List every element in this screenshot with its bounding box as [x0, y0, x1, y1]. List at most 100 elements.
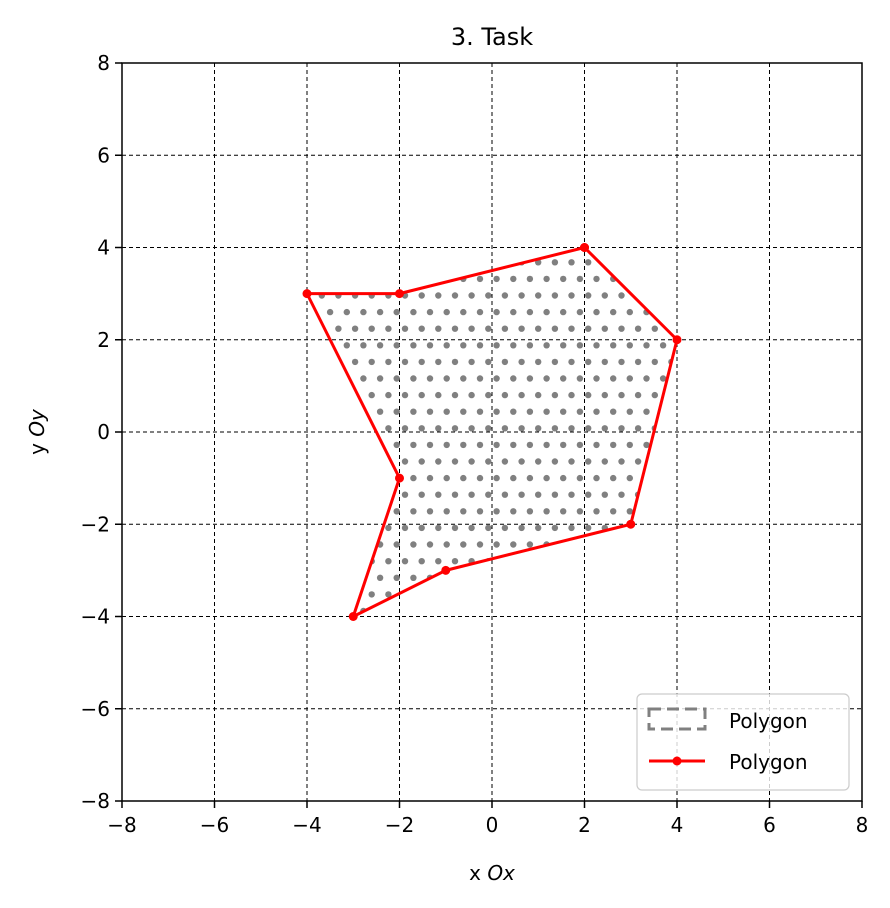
- hatch-dot: [593, 342, 600, 349]
- x-tick-label: 6: [763, 813, 776, 837]
- hatch-dot: [460, 541, 467, 548]
- hatch-dot: [568, 458, 575, 465]
- hatch-dot: [535, 524, 542, 532]
- hatch-dot: [535, 325, 542, 332]
- hatch-dot: [485, 358, 492, 366]
- hatch-dot: [418, 358, 425, 366]
- hatch-dot: [443, 375, 450, 382]
- hatch-dot: [443, 308, 450, 316]
- hatch-dot: [385, 591, 392, 598]
- hatch-dot: [610, 508, 617, 515]
- hatch-dot: [643, 408, 650, 415]
- hatch-dot: [460, 342, 467, 349]
- hatch-dot: [468, 292, 475, 299]
- hatch-dot: [510, 441, 517, 449]
- hatch-dot: [401, 425, 409, 432]
- hatch-dot: [510, 342, 517, 349]
- hatch-dot: [576, 308, 584, 316]
- hatch-dot: [551, 524, 559, 532]
- hatch-dot: [568, 259, 575, 266]
- hatch-dot: [543, 508, 550, 515]
- hatch-dot: [626, 474, 633, 482]
- polygon-vertex-marker: [441, 565, 451, 575]
- hatch-dot: [493, 375, 500, 382]
- hatch-dot: [451, 292, 459, 299]
- hatch-dot: [634, 458, 642, 465]
- hatch-dot: [401, 491, 409, 498]
- hatch-dot: [543, 441, 550, 449]
- x-tick-label: −2: [385, 813, 414, 837]
- hatch-dot: [568, 391, 575, 399]
- hatch-dot: [376, 408, 384, 415]
- hatch-dot: [568, 425, 575, 432]
- y-tick-label: 2: [97, 328, 110, 352]
- hatch-dot: [335, 325, 342, 332]
- hatch-dot: [410, 574, 417, 581]
- hatch-dot: [435, 524, 442, 532]
- hatch-dot: [535, 458, 542, 465]
- hatch-dot: [385, 425, 392, 432]
- hatch-dot: [468, 491, 475, 498]
- hatch-dot: [510, 508, 517, 515]
- hatch-dot: [510, 408, 517, 415]
- polygon-line: [302, 243, 682, 621]
- hatch-dot: [368, 591, 375, 598]
- hatch-dot: [451, 458, 459, 465]
- legend-frame: [636, 693, 850, 791]
- hatch-dot: [518, 524, 525, 532]
- hatch-dot: [610, 308, 617, 316]
- hatch-dot: [485, 391, 492, 399]
- hatch-dot: [526, 375, 534, 382]
- hatch-dot: [401, 325, 409, 332]
- hatch-dot: [443, 408, 450, 415]
- hatch-dot: [560, 474, 567, 482]
- hatch-dot: [551, 259, 559, 266]
- hatch-dot: [443, 441, 450, 449]
- hatch-dot: [385, 358, 392, 366]
- hatch-dot: [618, 458, 625, 465]
- hatch-dot: [510, 308, 517, 316]
- hatch-dot: [634, 391, 642, 399]
- hatch-dot: [651, 358, 658, 366]
- hatch-dot: [618, 425, 625, 432]
- hatch-dot: [376, 342, 384, 349]
- legend-swatch-marker: [672, 756, 682, 766]
- hatch-dot: [601, 292, 608, 299]
- hatch-dot: [410, 408, 417, 415]
- hatch-dot: [376, 574, 384, 581]
- y-tick-label: −8: [81, 789, 110, 813]
- hatch-dot: [460, 508, 467, 515]
- hatch-dot: [451, 325, 459, 332]
- hatch-dot: [510, 541, 517, 548]
- hatch-dot: [535, 425, 542, 432]
- hatch-dot: [576, 408, 584, 415]
- hatch-dot: [610, 474, 617, 482]
- hatch-dot: [360, 342, 367, 349]
- hatch-dot: [526, 441, 534, 449]
- hatch-dot: [418, 458, 425, 465]
- hatch-dot: [476, 342, 484, 349]
- hatch-dot: [468, 358, 475, 366]
- polygon-vertex-marker: [626, 519, 636, 529]
- hatch-dot: [401, 458, 409, 465]
- y-tick-label: −4: [81, 605, 110, 629]
- hatch-dot: [393, 308, 400, 316]
- hatch-dot: [418, 524, 425, 532]
- hatch-dot: [418, 391, 425, 399]
- hatch-dot: [426, 308, 434, 316]
- hatch-dot: [476, 441, 484, 449]
- y-tick-label: −2: [81, 512, 110, 536]
- hatch-dot: [501, 524, 509, 532]
- x-axis-label: x Ox: [469, 861, 515, 885]
- hatch-dot: [501, 425, 509, 432]
- hatch-dot: [393, 342, 400, 349]
- hatch-dot: [426, 474, 434, 482]
- hatch-dot: [385, 325, 392, 332]
- hatch-dot: [560, 441, 567, 449]
- hatch-dot: [426, 375, 434, 382]
- hatch-dot: [393, 574, 400, 581]
- hatch-dot: [451, 558, 459, 565]
- polygon-vertex-marker: [348, 612, 358, 621]
- hatch-dot: [585, 458, 592, 465]
- hatch-dot: [401, 358, 409, 366]
